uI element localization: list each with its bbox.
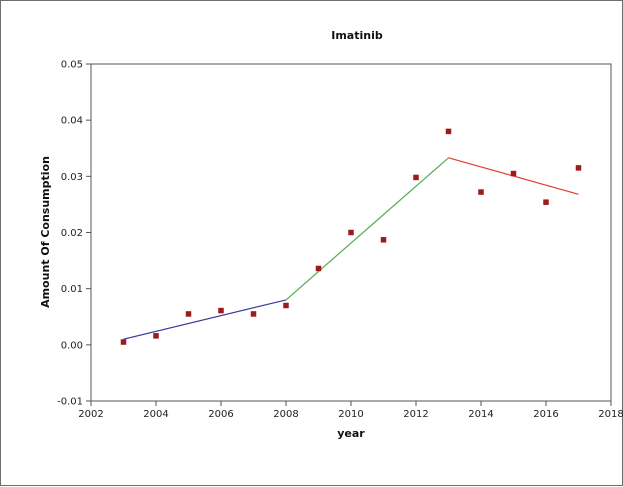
- data-point: [348, 229, 354, 236]
- x-tick-label: 2006: [208, 409, 233, 420]
- y-tick-label: 0.01: [61, 284, 83, 295]
- y-axis: -0.01 0.00 0.01 0.02 0.03 0.04 0.05: [57, 60, 91, 408]
- data-point: [315, 265, 322, 272]
- data-point: [413, 174, 419, 181]
- y-tick-label: -0.01: [57, 397, 83, 408]
- x-tick-label: 2014: [468, 409, 493, 420]
- x-axis: 2002 2004 2006 2008 2010 2012 2014 2016 2018: [78, 401, 623, 420]
- data-point: [510, 170, 517, 177]
- x-tick-label: 2016: [533, 409, 558, 420]
- x-tick-label: 2012: [403, 409, 428, 420]
- data-point: [218, 307, 224, 314]
- fit-line-segment: [285, 157, 449, 301]
- y-tick-label: 0.02: [61, 228, 83, 239]
- fit-lines: [123, 157, 579, 340]
- y-tick-label: 0.05: [61, 60, 83, 71]
- data-point: [120, 339, 127, 345]
- data-point: [445, 128, 452, 135]
- data-point: [283, 302, 289, 309]
- x-tick-label: 2008: [273, 409, 298, 420]
- y-tick-label: 0.00: [61, 340, 83, 351]
- y-axis-label: Amount Of Consumption: [39, 156, 52, 308]
- data-point: [478, 189, 484, 195]
- data-point: [543, 199, 549, 205]
- data-points: [120, 128, 582, 345]
- data-point: [575, 165, 582, 171]
- x-tick-label: 2002: [78, 409, 103, 420]
- data-point: [153, 333, 159, 339]
- x-tick-label: 2010: [338, 409, 363, 420]
- data-point: [185, 311, 192, 317]
- data-point: [250, 311, 257, 317]
- x-axis-label: year: [337, 427, 365, 440]
- data-point: [380, 237, 387, 243]
- x-tick-label: 2004: [143, 409, 168, 420]
- fit-line-segment: [123, 299, 287, 340]
- chart-title: Imatinib: [331, 29, 383, 42]
- x-tick-label: 2018: [598, 409, 623, 420]
- y-tick-label: 0.03: [61, 172, 83, 183]
- y-tick-label: 0.04: [61, 116, 83, 127]
